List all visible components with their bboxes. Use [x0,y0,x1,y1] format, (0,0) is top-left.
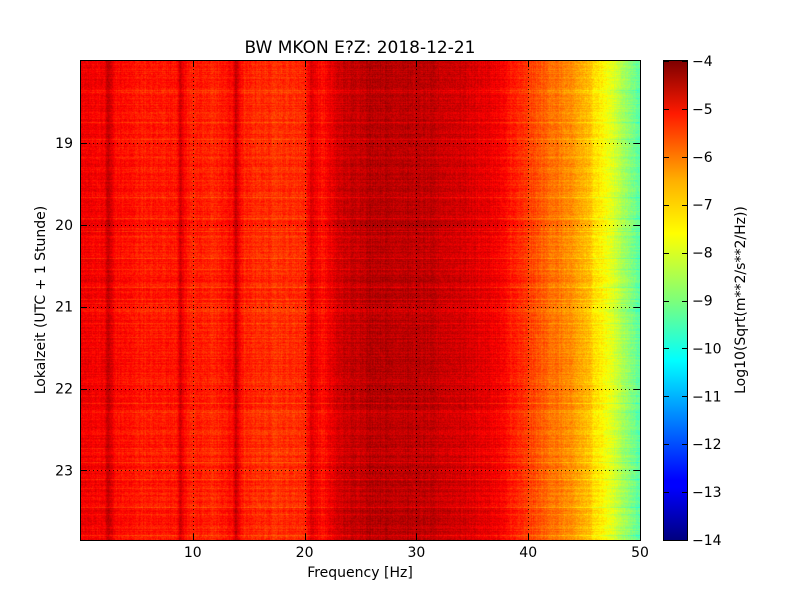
colorbar-tick-label: −13 [692,485,722,501]
colorbar-tick-label: −5 [692,102,713,118]
spectrogram-heatmap [81,61,640,540]
y-tick-label: 21 [55,300,73,316]
x-tick-label: 30 [407,545,425,561]
y-axis-label: Lokalzeit (UTC + 1 Stunde) [33,206,49,395]
colorbar-tick-label: −9 [692,294,713,310]
colorbar-tick-label: −10 [692,341,722,357]
colorbar-tick-label: −7 [692,198,713,214]
y-axis-ticks: 19 20 21 22 23 [55,136,640,479]
colorbar-tick-label: −14 [692,533,722,549]
colorbar-frame [663,60,688,541]
plot-area [81,61,640,540]
y-tick-label: 20 [55,218,73,234]
x-axis-ticks: 10 20 30 40 50 [184,61,649,561]
colorbar-tick-label: −6 [692,150,713,166]
colorbar [664,61,687,540]
colorbar-tick-label: −8 [692,246,713,262]
colorbar-label: Log10(Sqrt(m**2/s**2/Hz)) [733,206,749,394]
chart-title: BW MKON E?Z: 2018-12-21 [245,38,476,58]
y-tick-label: 22 [55,382,73,398]
colorbar-tick-label: −4 [692,54,713,70]
colorbar-tick-label: −11 [692,389,722,405]
colorbar-tick-label: −12 [692,437,722,453]
x-tick-label: 50 [631,545,649,561]
x-axis-label: Frequency [Hz] [307,565,413,581]
x-tick-label: 40 [519,545,537,561]
x-tick-label: 10 [184,545,202,561]
x-tick-label: 20 [296,545,314,561]
plot-frame [80,60,641,541]
colorbar-ticks: −4 −5 −6 −7 −8 −9 −10 −11 −12 −13 −14 [664,54,722,549]
y-tick-label: 23 [55,463,73,479]
y-tick-label: 19 [55,136,73,152]
